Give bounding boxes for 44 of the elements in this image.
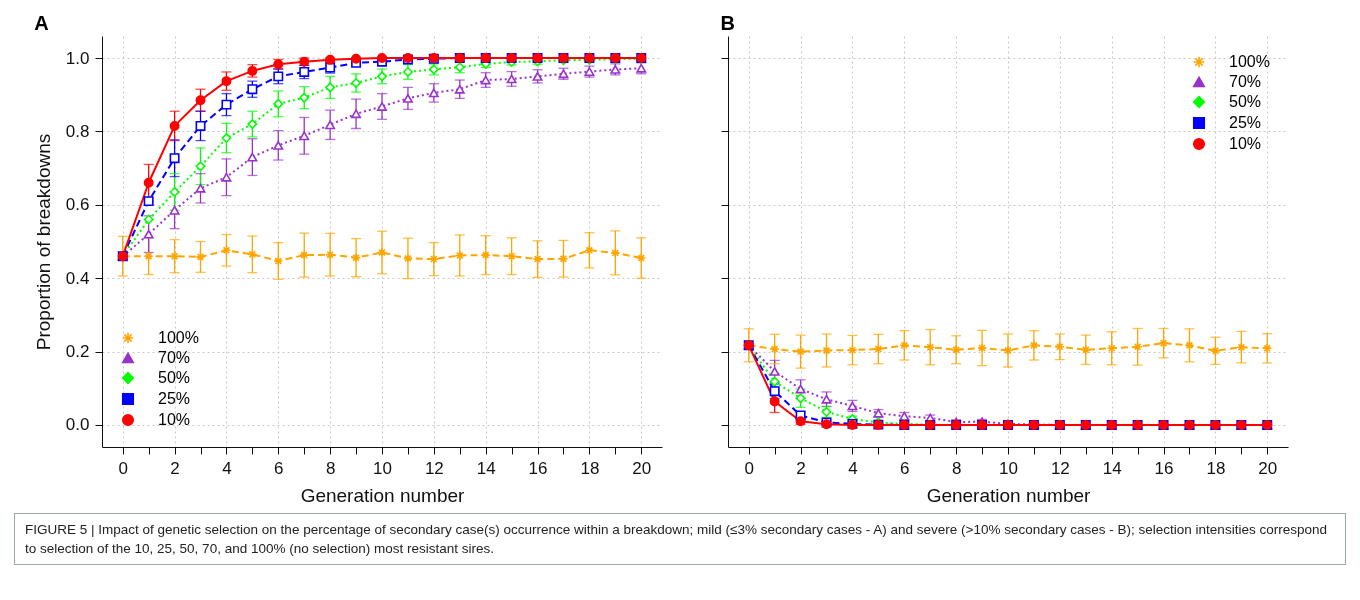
y-tick-label: 0.8 (65, 121, 90, 141)
chart-title: A (34, 12, 49, 34)
x-tick-label: 16 (528, 458, 548, 478)
legend-label: 25% (1229, 114, 1262, 131)
x-tick-label: 12 (1050, 458, 1070, 478)
legend-label: 25% (158, 390, 191, 407)
x-tick-label: 10 (373, 458, 392, 478)
chart-title: B (720, 12, 735, 34)
x-tick-label: 10 (999, 458, 1018, 478)
legend-label: 100% (158, 329, 199, 346)
legend-label: 50% (1229, 93, 1262, 110)
legend-label: 10% (158, 411, 191, 428)
legend-label: 70% (1229, 73, 1262, 90)
x-tick-label: 20 (1258, 458, 1278, 478)
x-tick-label: 4 (222, 458, 232, 478)
x-tick-label: 2 (170, 458, 180, 478)
x-tick-label: 0 (118, 458, 128, 478)
x-tick-label: 8 (325, 458, 336, 478)
y-tick-label: 0.0 (65, 415, 90, 435)
legend-label: 50% (158, 369, 191, 386)
legend-label: 10% (1229, 135, 1262, 152)
x-tick-label: 6 (274, 458, 284, 478)
y-tick-label: 0.2 (65, 342, 90, 362)
x-tick-label: 4 (848, 458, 858, 478)
x-tick-label: 14 (1102, 458, 1122, 478)
y-tick-label: 1.0 (65, 48, 90, 68)
y-tick-label: 0.4 (65, 268, 90, 288)
y-axis-title: Proportion of breakdowns (32, 133, 54, 351)
x-tick-label: 6 (900, 458, 910, 478)
x-tick-label: 16 (1154, 458, 1174, 478)
x-tick-label: 14 (476, 458, 496, 478)
x-tick-label: 18 (1206, 458, 1226, 478)
x-tick-label: 20 (632, 458, 652, 478)
legend-label: 100% (1229, 53, 1270, 70)
y-tick-label: 0.6 (65, 195, 90, 215)
x-tick-label: 18 (580, 458, 600, 478)
x-tick-label: 2 (796, 458, 806, 478)
x-tick-label: 0 (744, 458, 754, 478)
legend-label: 70% (158, 349, 191, 366)
x-axis-title: Generation number (926, 484, 1092, 506)
caption: FIGURE 5 | Impact of genetic selection on the percentage of secondary case(s) occurrence within a breakdown; mild (≤3% secondary cases - A) and severe (>10% secondary cases - B); selection intensities correspond to selection of the 10, 25, 50, 70, and 100% (no selection) most resistant sires. (25, 521, 1328, 558)
x-tick-label: 12 (424, 458, 444, 478)
x-axis-title: Generation number (300, 484, 466, 506)
x-tick-label: 8 (951, 458, 962, 478)
